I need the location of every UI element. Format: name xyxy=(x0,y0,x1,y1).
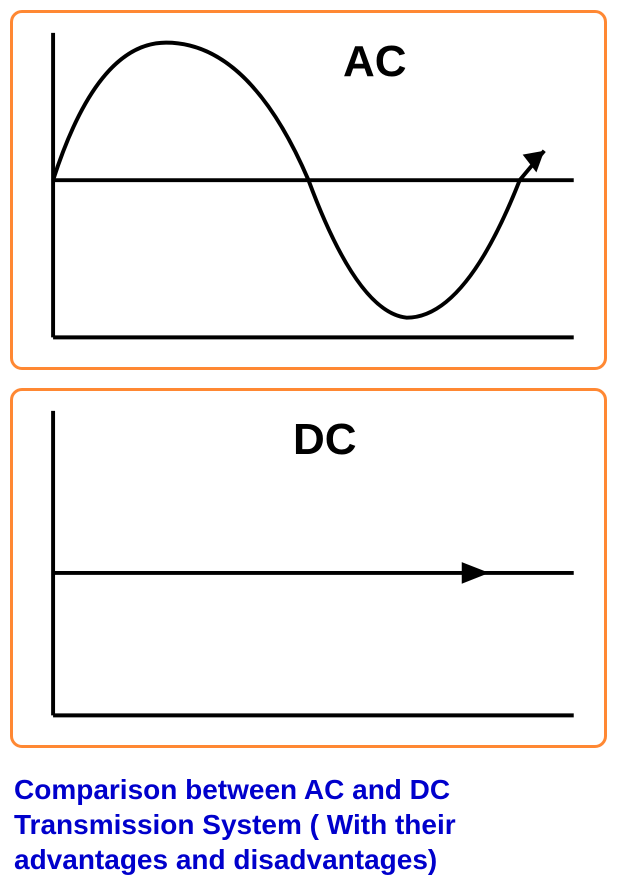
dc-arrowhead-icon xyxy=(462,562,490,584)
diagram-caption: Comparison between AC and DC Transmissio… xyxy=(10,766,607,877)
dc-panel: DC xyxy=(10,388,607,748)
ac-chart-svg xyxy=(23,23,594,357)
ac-label: AC xyxy=(343,37,407,87)
dc-label: DC xyxy=(293,415,357,465)
ac-panel: AC xyxy=(10,10,607,370)
ac-arrowhead-icon xyxy=(523,151,545,173)
diagram-container: AC DC Comparison between AC and DC Trans… xyxy=(10,10,607,877)
